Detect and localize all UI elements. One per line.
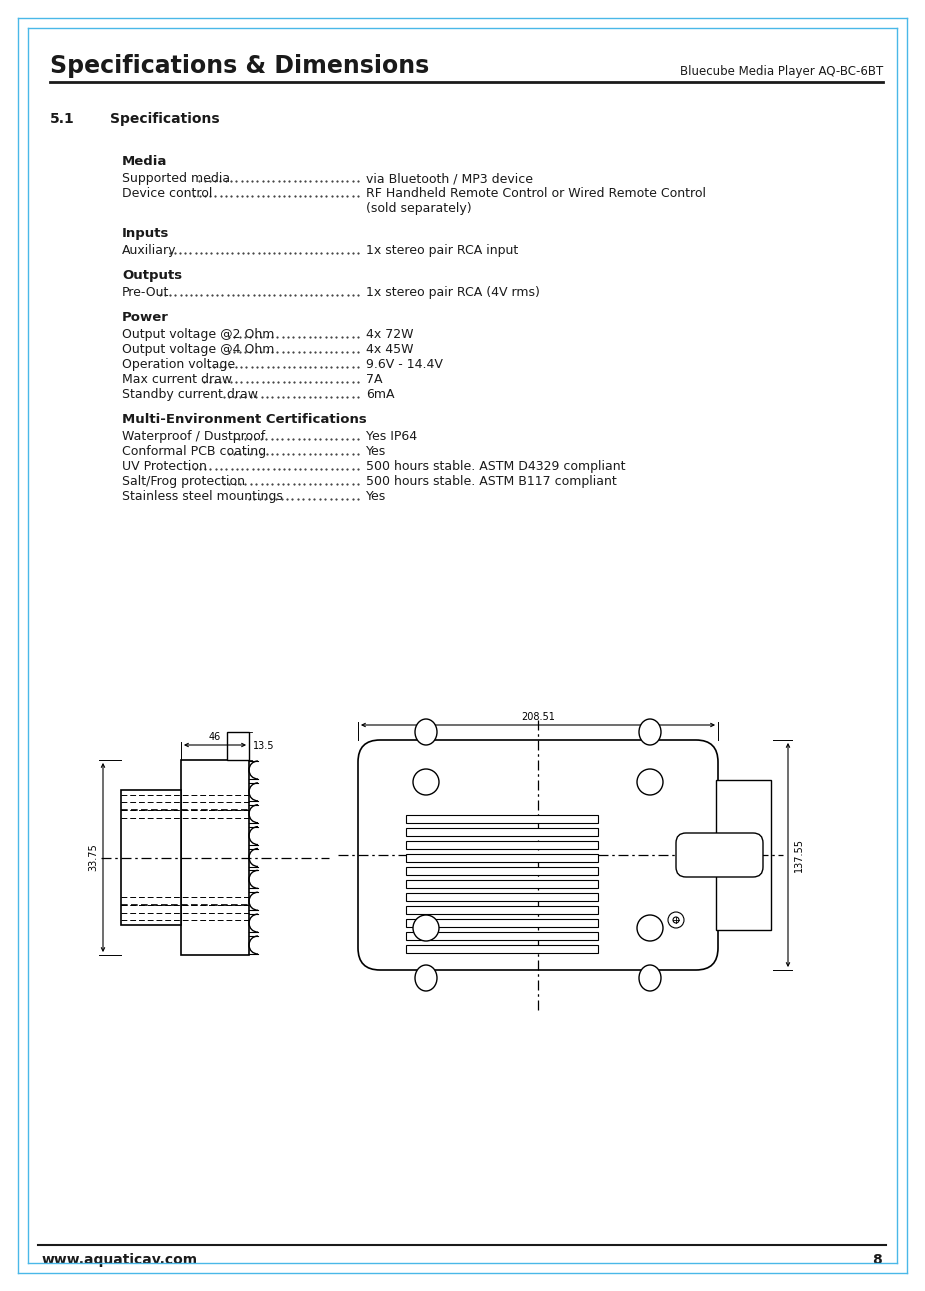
Text: 137.55: 137.55: [794, 838, 804, 871]
Text: 6mA: 6mA: [366, 389, 394, 402]
FancyBboxPatch shape: [676, 833, 763, 877]
Text: Auxiliary: Auxiliary: [122, 244, 177, 257]
Text: 8: 8: [872, 1254, 882, 1266]
Text: 500 hours stable. ASTM B117 compliant: 500 hours stable. ASTM B117 compliant: [366, 475, 617, 488]
Text: Specifications: Specifications: [110, 112, 219, 127]
Text: 500 hours stable. ASTM D4329 compliant: 500 hours stable. ASTM D4329 compliant: [366, 460, 625, 473]
Text: Pre-Out: Pre-Out: [122, 287, 169, 300]
Text: www.aquaticav.com: www.aquaticav.com: [42, 1254, 198, 1266]
FancyBboxPatch shape: [358, 740, 718, 970]
Text: Media: Media: [122, 155, 167, 168]
Bar: [406, 868, 598, 875]
Bar: [121, 790, 181, 924]
Text: 1x stereo pair RCA (4V rms): 1x stereo pair RCA (4V rms): [366, 287, 540, 300]
Text: 4x 72W: 4x 72W: [366, 328, 413, 341]
Bar: [227, 732, 249, 760]
Bar: [406, 880, 598, 888]
Ellipse shape: [415, 719, 437, 745]
Text: Multi-Environment Certifications: Multi-Environment Certifications: [122, 413, 366, 426]
Bar: [406, 932, 598, 940]
Circle shape: [637, 915, 663, 941]
Text: Operation voltage: Operation voltage: [122, 358, 235, 371]
Text: Supported media: Supported media: [122, 172, 230, 185]
Text: Output voltage @2 Ohm: Output voltage @2 Ohm: [122, 328, 275, 341]
Text: (sold separately): (sold separately): [366, 201, 472, 216]
Text: Bluecube Media Player AQ-BC-6BT: Bluecube Media Player AQ-BC-6BT: [680, 65, 883, 77]
Circle shape: [673, 917, 679, 923]
Text: Waterproof / Dustproof: Waterproof / Dustproof: [122, 430, 265, 443]
Text: 1x stereo pair RCA input: 1x stereo pair RCA input: [366, 244, 518, 257]
Text: via Bluetooth / MP3 device: via Bluetooth / MP3 device: [366, 172, 533, 185]
Text: Yes: Yes: [366, 491, 387, 503]
Bar: [406, 828, 598, 837]
Text: Inputs: Inputs: [122, 227, 169, 240]
Text: Power: Power: [122, 311, 169, 324]
Text: Standby current draw: Standby current draw: [122, 389, 258, 402]
Text: Yes: Yes: [366, 445, 387, 458]
Text: Salt/Frog protection: Salt/Frog protection: [122, 475, 245, 488]
Bar: [406, 855, 598, 862]
Circle shape: [668, 911, 684, 928]
Bar: [181, 760, 249, 955]
Text: Yes IP64: Yes IP64: [366, 430, 417, 443]
Bar: [406, 945, 598, 953]
Text: Outputs: Outputs: [122, 269, 182, 281]
Circle shape: [637, 769, 663, 795]
Bar: [716, 780, 771, 930]
Text: Conformal PCB coating: Conformal PCB coating: [122, 445, 266, 458]
Bar: [406, 893, 598, 901]
Circle shape: [413, 769, 439, 795]
Text: 46: 46: [209, 732, 221, 742]
Text: 4x 45W: 4x 45W: [366, 343, 413, 356]
Text: 7A: 7A: [366, 373, 383, 386]
Text: RF Handheld Remote Control or Wired Remote Control: RF Handheld Remote Control or Wired Remo…: [366, 187, 706, 200]
Text: 33.75: 33.75: [88, 843, 98, 871]
Text: Specifications & Dimensions: Specifications & Dimensions: [50, 54, 429, 77]
Text: Output voltage @4 Ohm: Output voltage @4 Ohm: [122, 343, 275, 356]
Bar: [406, 919, 598, 927]
Text: 13.5: 13.5: [253, 741, 275, 751]
Circle shape: [413, 915, 439, 941]
Bar: [406, 840, 598, 849]
Text: Stainless steel mountings: Stainless steel mountings: [122, 491, 283, 503]
Ellipse shape: [639, 719, 661, 745]
Text: UV Protection: UV Protection: [122, 460, 207, 473]
Text: Max current draw: Max current draw: [122, 373, 232, 386]
Ellipse shape: [639, 964, 661, 991]
Text: Device control: Device control: [122, 187, 213, 200]
Bar: [406, 815, 598, 822]
Ellipse shape: [415, 964, 437, 991]
Bar: [406, 906, 598, 914]
Text: 208.51: 208.51: [521, 713, 555, 722]
Text: 5.1: 5.1: [50, 112, 75, 127]
Text: 9.6V - 14.4V: 9.6V - 14.4V: [366, 358, 443, 371]
